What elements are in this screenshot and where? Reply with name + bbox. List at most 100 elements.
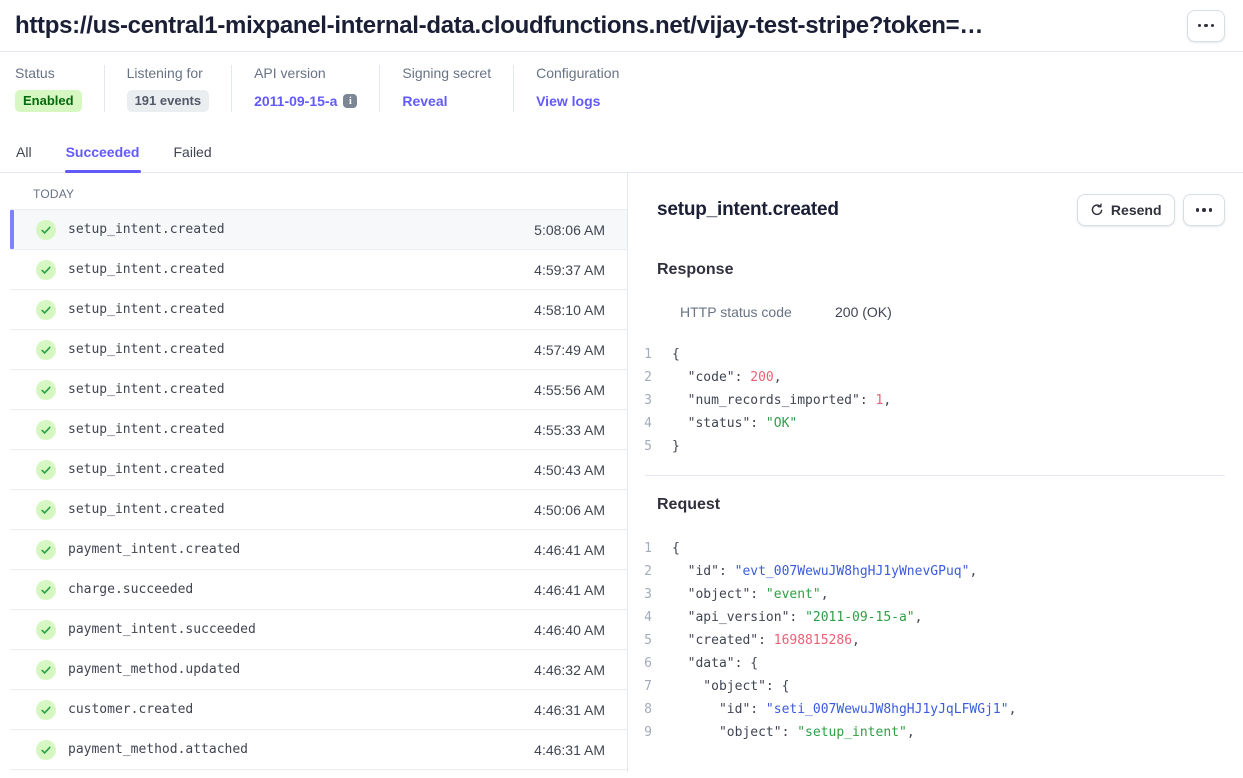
success-check-icon <box>36 739 56 760</box>
code-line: 3 "num_records_imported": 1, <box>643 389 1225 412</box>
line-number: 5 <box>644 439 652 454</box>
detail-overflow-menu-button[interactable] <box>1182 194 1225 226</box>
section-divider <box>645 475 1225 476</box>
detail-header: setup_intent.created Resend <box>657 194 1225 226</box>
event-time: 4:50:43 AM <box>534 461 605 478</box>
event-row[interactable]: setup_intent.created 4:57:49 AM <box>10 330 627 370</box>
meta-status: Status Enabled <box>15 65 104 112</box>
event-row[interactable]: payment_method.updated 4:46:32 AM <box>10 650 627 690</box>
event-detail-title: setup_intent.created <box>657 199 839 220</box>
resend-button[interactable]: Resend <box>1076 194 1175 226</box>
object-id-link[interactable]: "seti_007WewuJW8hgHJ1yJqLFWGj1" <box>765 702 1009 717</box>
event-time: 4:57:49 AM <box>534 341 605 358</box>
event-type: setup_intent.created <box>68 462 225 477</box>
code-line: 8 "id": "seti_007WewuJW8hgHJ1yJqLFWGj1", <box>643 698 1225 721</box>
event-type: setup_intent.created <box>68 382 225 397</box>
event-row[interactable]: setup_intent.created 4:55:56 AM <box>10 370 627 410</box>
request-json-viewer: 1{2 "id": "evt_007WewuJW8hgHJ1yWnevGPuq"… <box>643 537 1225 744</box>
code-line: 1{ <box>643 537 1225 560</box>
code-line: 1{ <box>643 343 1225 366</box>
event-time: 4:58:10 AM <box>534 301 605 318</box>
success-check-icon <box>36 219 56 240</box>
line-number: 8 <box>644 702 652 717</box>
meta-listening-for: Listening for 191 events <box>103 65 232 112</box>
code-line: 3 "object": "event", <box>643 583 1225 606</box>
event-type: setup_intent.created <box>68 342 225 357</box>
event-type: setup_intent.created <box>68 502 225 517</box>
ellipsis-icon <box>1195 208 1212 212</box>
success-check-icon <box>36 579 56 600</box>
success-check-icon <box>36 459 56 480</box>
meta-signing-secret: Signing secret Reveal <box>379 65 513 112</box>
event-type: setup_intent.created <box>68 262 225 277</box>
code-line: 2 "id": "evt_007WewuJW8hgHJ1yWnevGPuq", <box>643 560 1225 583</box>
event-filter-tabs: All Succeeded Failed <box>0 128 1243 173</box>
event-row[interactable]: setup_intent.created 4:50:06 AM <box>10 490 627 530</box>
event-time: 4:55:33 AM <box>534 421 605 438</box>
response-heading: Response <box>657 261 734 278</box>
tab-failed[interactable]: Failed <box>173 144 212 160</box>
event-type: payment_intent.succeeded <box>68 622 256 637</box>
line-number: 4 <box>644 416 652 431</box>
event-row[interactable]: payment_intent.succeeded 4:46:40 AM <box>10 610 627 650</box>
event-row[interactable]: customer.created 4:46:31 AM <box>10 690 627 730</box>
event-time: 4:46:41 AM <box>534 581 605 598</box>
list-group-label: TODAY <box>10 173 627 210</box>
meta-label: Listening for <box>126 65 203 81</box>
resend-icon <box>1091 203 1103 216</box>
event-row[interactable]: setup_intent.created 4:58:10 AM <box>10 290 627 330</box>
event-time: 4:46:41 AM <box>534 541 605 558</box>
resend-button-label: Resend <box>1110 202 1162 218</box>
line-number: 2 <box>644 370 652 385</box>
listening-for-badge: 191 events <box>126 90 210 112</box>
header-overflow-menu-button[interactable] <box>1187 9 1225 42</box>
line-number: 1 <box>644 541 652 556</box>
line-number: 3 <box>644 393 652 408</box>
ellipsis-icon <box>1197 23 1215 28</box>
success-check-icon <box>36 659 56 680</box>
tab-all[interactable]: All <box>16 144 32 160</box>
event-type: payment_method.attached <box>68 742 249 757</box>
response-json-viewer: 1{2 "code": 200, 3 "num_records_imported"… <box>643 343 1225 458</box>
http-status-row: HTTP status code 200 (OK) <box>680 304 1225 320</box>
event-type: payment_intent.created <box>68 542 241 557</box>
success-check-icon <box>36 339 56 360</box>
meta-label: Signing secret <box>402 65 492 81</box>
http-status-label: HTTP status code <box>680 304 792 320</box>
event-row[interactable]: charge.succeeded 4:46:41 AM <box>10 570 627 610</box>
line-number: 2 <box>644 564 652 579</box>
event-type: payment_method.updated <box>68 662 241 677</box>
event-row[interactable]: setup_intent.created 4:59:37 AM <box>10 250 627 290</box>
event-row[interactable]: setup_intent.created 5:08:06 AM <box>10 210 627 250</box>
event-time: 4:46:31 AM <box>534 741 605 758</box>
event-time: 4:46:32 AM <box>534 661 605 678</box>
success-check-icon <box>36 419 56 440</box>
code-line: 2 "code": 200, <box>643 366 1225 389</box>
code-line: 6 "data": { <box>643 652 1225 675</box>
success-check-icon <box>36 699 56 720</box>
code-line: 4 "status": "OK" <box>643 412 1225 435</box>
info-icon[interactable] <box>343 94 358 108</box>
code-line: 4 "api_version": "2011-09-15-a", <box>643 606 1225 629</box>
event-rows: setup_intent.created 5:08:06 AM setup_inte… <box>0 210 627 770</box>
event-type: customer.created <box>68 702 194 717</box>
meta-label: Status <box>15 65 55 81</box>
event-detail-pane: setup_intent.created Resend Response <box>628 173 1243 772</box>
event-row[interactable]: payment_intent.created 4:46:41 AM <box>10 530 627 570</box>
line-number: 7 <box>644 679 652 694</box>
view-logs-link[interactable]: View logs <box>536 93 601 109</box>
tab-succeeded[interactable]: Succeeded <box>64 138 141 173</box>
2011-09-15-a-link[interactable]: 2011-09-15-a <box>254 93 338 109</box>
event-row[interactable]: setup_intent.created 4:50:43 AM <box>10 450 627 490</box>
event-row[interactable]: setup_intent.created 4:55:33 AM <box>10 410 627 450</box>
meta-api-version: API version 2011-09-15-a <box>231 65 379 112</box>
event-list-pane: TODAY setup_intent.created 5:08:06 AM setu… <box>0 173 628 772</box>
http-status-value: 200 (OK) <box>835 304 892 320</box>
object-id-link[interactable]: "evt_007WewuJW8hgHJ1yWnevGPuq" <box>734 564 970 579</box>
code-line: 5 "created": 1698815286, <box>643 629 1225 652</box>
reveal-link[interactable]: Reveal <box>402 93 448 109</box>
endpoint-url-title: https://us-central1-mixpanel-internal-da… <box>15 11 984 39</box>
event-time: 5:08:06 AM <box>534 221 605 238</box>
line-number: 1 <box>644 347 652 362</box>
event-row[interactable]: payment_method.attached 4:46:31 AM <box>10 730 627 770</box>
